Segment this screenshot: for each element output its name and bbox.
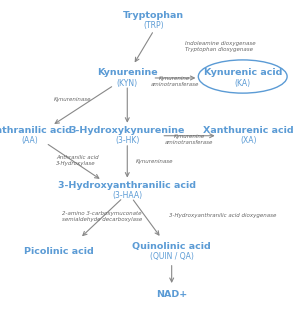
- Text: NAD+: NAD+: [156, 290, 187, 299]
- Text: Quinolinic acid: Quinolinic acid: [132, 242, 211, 251]
- Text: (QUIN / QA): (QUIN / QA): [150, 252, 194, 261]
- Text: Kynureninase: Kynureninase: [54, 97, 91, 102]
- Text: Kynurenine
aminotransferase: Kynurenine aminotransferase: [165, 134, 214, 145]
- Text: 2-amino 3-carboxymuconate
semialdehyde decarboxylase: 2-amino 3-carboxymuconate semialdehyde d…: [62, 211, 142, 222]
- Text: Picolinic acid: Picolinic acid: [24, 247, 94, 256]
- Text: Kynurenine: Kynurenine: [97, 68, 157, 77]
- Text: (3-HAA): (3-HAA): [112, 191, 142, 200]
- Text: 3-Hydroxykynurenine: 3-Hydroxykynurenine: [70, 126, 185, 135]
- Text: Anthranilic acid: Anthranilic acid: [0, 126, 72, 135]
- Text: Kynurenic acid: Kynurenic acid: [204, 68, 282, 77]
- Text: (3-HK): (3-HK): [115, 137, 139, 146]
- Text: 3-Hydroxyanthranilic acid: 3-Hydroxyanthranilic acid: [58, 181, 196, 190]
- Text: (KA): (KA): [235, 79, 251, 88]
- Text: Kynureninase: Kynureninase: [136, 159, 174, 164]
- Text: (AA): (AA): [21, 137, 38, 146]
- Text: 3-Hydroxyanthranilic acid dioxygenase: 3-Hydroxyanthranilic acid dioxygenase: [169, 213, 276, 218]
- Text: (XA): (XA): [240, 137, 257, 146]
- Text: Anthranilic acid
3-Hydroxylase: Anthranilic acid 3-Hydroxylase: [56, 155, 99, 166]
- Text: (KYN): (KYN): [117, 79, 138, 88]
- Text: Tryptophan: Tryptophan: [123, 11, 184, 19]
- Text: Indoleamine dioxygenase
Tryptophan dioxygenase: Indoleamine dioxygenase Tryptophan dioxy…: [185, 41, 256, 52]
- Text: Kynurenine
aminotransferase: Kynurenine aminotransferase: [150, 76, 199, 87]
- Text: Xanthurenic acid: Xanthurenic acid: [203, 126, 294, 135]
- Text: (TRP): (TRP): [144, 21, 164, 30]
